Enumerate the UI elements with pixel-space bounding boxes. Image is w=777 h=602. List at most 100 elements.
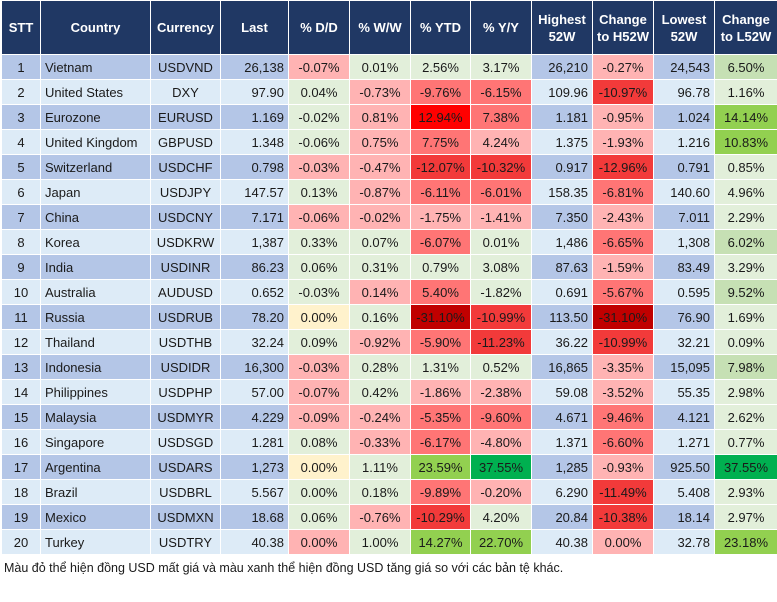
- cell-pct-dd: -0.06%: [288, 204, 350, 230]
- cell-lowest-52w: 1.216: [653, 129, 715, 155]
- cell-last: 57.00: [220, 379, 289, 405]
- cell-currency: AUDUSD: [150, 279, 221, 305]
- cell-last: 0.798: [220, 154, 289, 180]
- cell-pct-dd: 0.13%: [288, 179, 350, 205]
- cell-last: 4.229: [220, 404, 289, 430]
- cell-lowest-52w: 0.595: [653, 279, 715, 305]
- cell-lowest-52w: 55.35: [653, 379, 715, 405]
- cell-change-h52w: -0.93%: [592, 454, 654, 480]
- cell-currency: USDVND: [150, 54, 221, 80]
- cell-currency: USDRUB: [150, 304, 221, 330]
- cell-pct-ytd: 23.59%: [410, 454, 471, 480]
- cell-last: 147.57: [220, 179, 289, 205]
- cell-pct-ww: 0.75%: [349, 129, 411, 155]
- cell-currency: GBPUSD: [150, 129, 221, 155]
- cell-pct-ww: 0.81%: [349, 104, 411, 130]
- cell-lowest-52w: 15,095: [653, 354, 715, 380]
- cell-highest-52w: 36.22: [531, 329, 593, 355]
- cell-lowest-52w: 7.011: [653, 204, 715, 230]
- table-row: 9 India USDINR 86.23 0.06% 0.31% 0.79% 3.08% 87.…: [1, 254, 777, 280]
- cell-stt: 14: [1, 379, 41, 405]
- cell-pct-yy: -10.99%: [470, 304, 532, 330]
- cell-change-h52w: -2.43%: [592, 204, 654, 230]
- cell-currency: USDKRW: [150, 229, 221, 255]
- cell-stt: 2: [1, 79, 41, 105]
- cell-lowest-52w: 32.78: [653, 529, 715, 555]
- table-row: 16 Singapore USDSGD 1.281 0.08% -0.33% -6.17% -…: [1, 429, 777, 455]
- cell-pct-ytd: -9.76%: [410, 79, 471, 105]
- cell-last: 7.171: [220, 204, 289, 230]
- cell-highest-52w: 7.350: [531, 204, 593, 230]
- cell-change-h52w: -0.27%: [592, 54, 654, 80]
- cell-lowest-52w: 76.90: [653, 304, 715, 330]
- cell-country: Korea: [40, 229, 151, 255]
- cell-currency: USDBRL: [150, 479, 221, 505]
- cell-pct-yy: -1.82%: [470, 279, 532, 305]
- cell-pct-yy: -2.38%: [470, 379, 532, 405]
- cell-lowest-52w: 0.791: [653, 154, 715, 180]
- cell-change-l52w: 6.02%: [714, 229, 777, 255]
- cell-last: 78.20: [220, 304, 289, 330]
- cell-pct-ww: 0.28%: [349, 354, 411, 380]
- table-row: 7 China USDCNY 7.171 -0.06% -0.02% -1.75% -1.41…: [1, 204, 777, 230]
- table-body: 1 Vietnam USDVND 26,138 -0.07% 0.01% 2.56% 3.17…: [1, 54, 777, 555]
- cell-highest-52w: 20.84: [531, 504, 593, 530]
- table-row: 2 United States DXY 97.90 0.04% -0.73% -9.76% -…: [1, 79, 777, 105]
- cell-country: Australia: [40, 279, 151, 305]
- cell-last: 5.567: [220, 479, 289, 505]
- cell-stt: 13: [1, 354, 41, 380]
- cell-pct-yy: -6.01%: [470, 179, 532, 205]
- cell-country: Brazil: [40, 479, 151, 505]
- cell-currency: USDCNY: [150, 204, 221, 230]
- cell-pct-yy: 7.38%: [470, 104, 532, 130]
- cell-lowest-52w: 1.271: [653, 429, 715, 455]
- cell-pct-dd: 0.00%: [288, 454, 350, 480]
- cell-pct-ww: -0.76%: [349, 504, 411, 530]
- cell-highest-52w: 1.371: [531, 429, 593, 455]
- cell-highest-52w: 0.917: [531, 154, 593, 180]
- cell-pct-yy: 3.08%: [470, 254, 532, 280]
- table-row: 19 Mexico USDMXN 18.68 0.06% -0.76% -10.29% 4.2…: [1, 504, 777, 530]
- cell-change-h52w: -10.97%: [592, 79, 654, 105]
- cell-pct-ytd: 2.56%: [410, 54, 471, 80]
- cell-change-h52w: -6.60%: [592, 429, 654, 455]
- table-row: 13 Indonesia USDIDR 16,300 -0.03% 0.28% 1.31% 0…: [1, 354, 777, 380]
- cell-currency: USDJPY: [150, 179, 221, 205]
- cell-pct-ytd: -1.86%: [410, 379, 471, 405]
- cell-lowest-52w: 83.49: [653, 254, 715, 280]
- cell-stt: 19: [1, 504, 41, 530]
- cell-country: Turkey: [40, 529, 151, 555]
- cell-currency: USDSGD: [150, 429, 221, 455]
- cell-country: Philippines: [40, 379, 151, 405]
- table-row: 20 Turkey USDTRY 40.38 0.00% 1.00% 14.27% 22.70…: [1, 529, 777, 555]
- cell-pct-dd: 0.08%: [288, 429, 350, 455]
- table-row: 17 Argentina USDARS 1,273 0.00% 1.11% 23.59% 37…: [1, 454, 777, 480]
- cell-stt: 5: [1, 154, 41, 180]
- header-highest-52w: Highest 52W: [531, 0, 593, 55]
- cell-change-l52w: 9.52%: [714, 279, 777, 305]
- cell-country: Switzerland: [40, 154, 151, 180]
- table-row: 4 United Kingdom GBPUSD 1.348 -0.06% 0.75% 7.7…: [1, 129, 777, 155]
- cell-highest-52w: 59.08: [531, 379, 593, 405]
- cell-last: 16,300: [220, 354, 289, 380]
- cell-country: Russia: [40, 304, 151, 330]
- cell-lowest-52w: 1.024: [653, 104, 715, 130]
- cell-pct-ytd: 0.79%: [410, 254, 471, 280]
- cell-currency: USDMYR: [150, 404, 221, 430]
- cell-pct-dd: 0.00%: [288, 529, 350, 555]
- cell-stt: 1: [1, 54, 41, 80]
- cell-change-h52w: -5.67%: [592, 279, 654, 305]
- cell-pct-ytd: -6.11%: [410, 179, 471, 205]
- cell-currency: USDTHB: [150, 329, 221, 355]
- cell-currency: USDTRY: [150, 529, 221, 555]
- cell-pct-dd: 0.09%: [288, 329, 350, 355]
- cell-change-l52w: 23.18%: [714, 529, 777, 555]
- cell-highest-52w: 1,486: [531, 229, 593, 255]
- cell-highest-52w: 1.375: [531, 129, 593, 155]
- cell-pct-yy: -11.23%: [470, 329, 532, 355]
- cell-pct-yy: -10.32%: [470, 154, 532, 180]
- cell-change-h52w: -10.99%: [592, 329, 654, 355]
- cell-pct-dd: 0.06%: [288, 254, 350, 280]
- cell-highest-52w: 40.38: [531, 529, 593, 555]
- cell-last: 1,387: [220, 229, 289, 255]
